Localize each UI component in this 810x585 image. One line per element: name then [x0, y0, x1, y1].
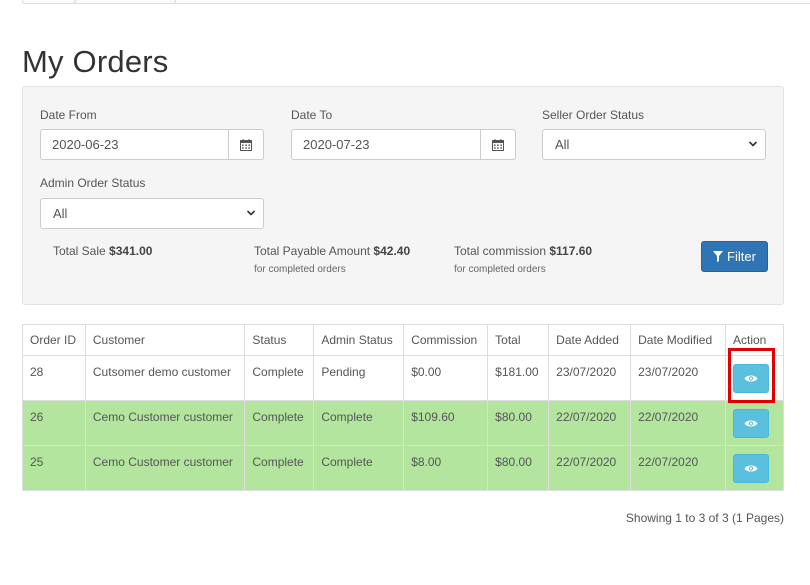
table-row: 28 Cutsomer demo customer Complete Pendi… — [22, 355, 785, 401]
column-header[interactable]: Date Added — [548, 324, 632, 356]
status-cell: Complete — [244, 400, 315, 446]
column-header[interactable]: Customer — [84, 324, 246, 356]
column-header[interactable]: Total — [487, 324, 550, 356]
chevron-down-icon — [748, 141, 758, 147]
total-cell: $80.00 — [487, 400, 550, 446]
total-cell: $181.00 — [487, 355, 550, 401]
commission-cell: $0.00 — [403, 355, 489, 401]
pagination-info: Showing 1 to 3 of 3 (1 Pages) — [625, 511, 784, 525]
page-title: My Orders — [22, 44, 169, 79]
date-to-label: Date To — [291, 108, 333, 122]
total-sale-label: Total Sale — [53, 244, 106, 258]
commission-cell: $109.60 — [403, 400, 489, 446]
filter-panel: Date From 2020-06-23 Date To 2020-07-23 … — [22, 86, 784, 305]
date-from-input[interactable]: 2020-06-23 — [40, 129, 229, 160]
date-modified-cell: 23/07/2020 — [630, 355, 726, 401]
commission-cell: $8.00 — [403, 445, 489, 491]
filter-button[interactable]: Filter — [701, 241, 768, 272]
column-header[interactable]: Status — [244, 324, 315, 356]
breadcrumb-separator — [66, 0, 80, 3]
filter-icon — [713, 251, 724, 262]
eye-icon — [744, 375, 758, 382]
total-commission: Total commission $117.60 — [454, 244, 592, 258]
seller-status-select[interactable]: All — [542, 129, 766, 160]
date-added-cell: 23/07/2020 — [548, 355, 632, 401]
highlight-annotation — [728, 348, 775, 403]
action-cell — [724, 445, 785, 491]
calendar-icon — [240, 138, 252, 151]
order-id-cell: 25 — [22, 445, 86, 491]
date-from-calendar-button[interactable] — [229, 129, 264, 160]
order-id-cell: 26 — [22, 400, 86, 446]
table-header-row: Order ID Customer Status Admin Status Co… — [22, 324, 785, 356]
status-cell: Complete — [244, 445, 315, 491]
total-payable: Total Payable Amount $42.40 — [254, 244, 410, 258]
column-header[interactable]: Admin Status — [313, 324, 405, 356]
date-modified-cell: 22/07/2020 — [630, 400, 726, 446]
status-cell: Complete — [244, 355, 315, 401]
breadcrumb — [22, 0, 810, 4]
orders-table: Order ID Customer Status Admin Status Co… — [22, 324, 785, 491]
customer-cell: Cemo Customer customer — [84, 400, 246, 446]
total-sale: Total Sale $341.00 — [53, 244, 152, 258]
seller-status-value: All — [555, 137, 570, 152]
eye-icon — [744, 465, 758, 472]
total-commission-value: $117.60 — [549, 244, 593, 258]
total-payable-label: Total Payable Amount — [254, 244, 371, 258]
breadcrumb-separator — [166, 0, 180, 3]
admin-status-value: All — [53, 206, 68, 221]
admin-status-label: Admin Order Status — [40, 176, 146, 190]
date-to-input[interactable]: 2020-07-23 — [291, 129, 481, 160]
column-header[interactable]: Order ID — [22, 324, 86, 356]
eye-icon — [744, 420, 758, 427]
customer-cell: Cutsomer demo customer — [84, 355, 246, 401]
date-from-label: Date From — [40, 108, 97, 122]
calendar-icon — [492, 138, 504, 151]
date-modified-cell: 22/07/2020 — [630, 445, 726, 491]
admin-status-cell: Complete — [313, 445, 405, 491]
view-order-button[interactable] — [732, 409, 769, 438]
chevron-down-icon — [246, 210, 256, 216]
admin-status-cell: Complete — [313, 400, 405, 446]
payable-note: for completed orders — [254, 264, 346, 275]
view-order-button[interactable] — [732, 454, 769, 483]
date-to-calendar-button[interactable] — [481, 129, 516, 160]
column-header[interactable]: Commission — [403, 324, 489, 356]
admin-status-select[interactable]: All — [40, 198, 264, 229]
date-added-cell: 22/07/2020 — [548, 400, 632, 446]
table-row: 25 Cemo Customer customer Complete Compl… — [22, 445, 785, 491]
customer-cell: Cemo Customer customer — [84, 445, 246, 491]
total-cell: $80.00 — [487, 445, 550, 491]
date-added-cell: 22/07/2020 — [548, 445, 632, 491]
seller-status-label: Seller Order Status — [542, 108, 645, 122]
commission-note: for completed orders — [454, 264, 546, 275]
total-sale-value: $341.00 — [109, 244, 153, 258]
admin-status-cell: Pending — [313, 355, 405, 401]
action-cell — [724, 400, 785, 446]
total-payable-value: $42.40 — [373, 244, 411, 258]
view-order-button[interactable] — [732, 364, 769, 393]
filter-button-label: Filter — [727, 249, 756, 264]
order-id-cell: 28 — [22, 355, 86, 401]
column-header[interactable]: Date Modified — [630, 324, 726, 356]
total-commission-label: Total commission — [454, 244, 547, 258]
table-row: 26 Cemo Customer customer Complete Compl… — [22, 400, 785, 446]
